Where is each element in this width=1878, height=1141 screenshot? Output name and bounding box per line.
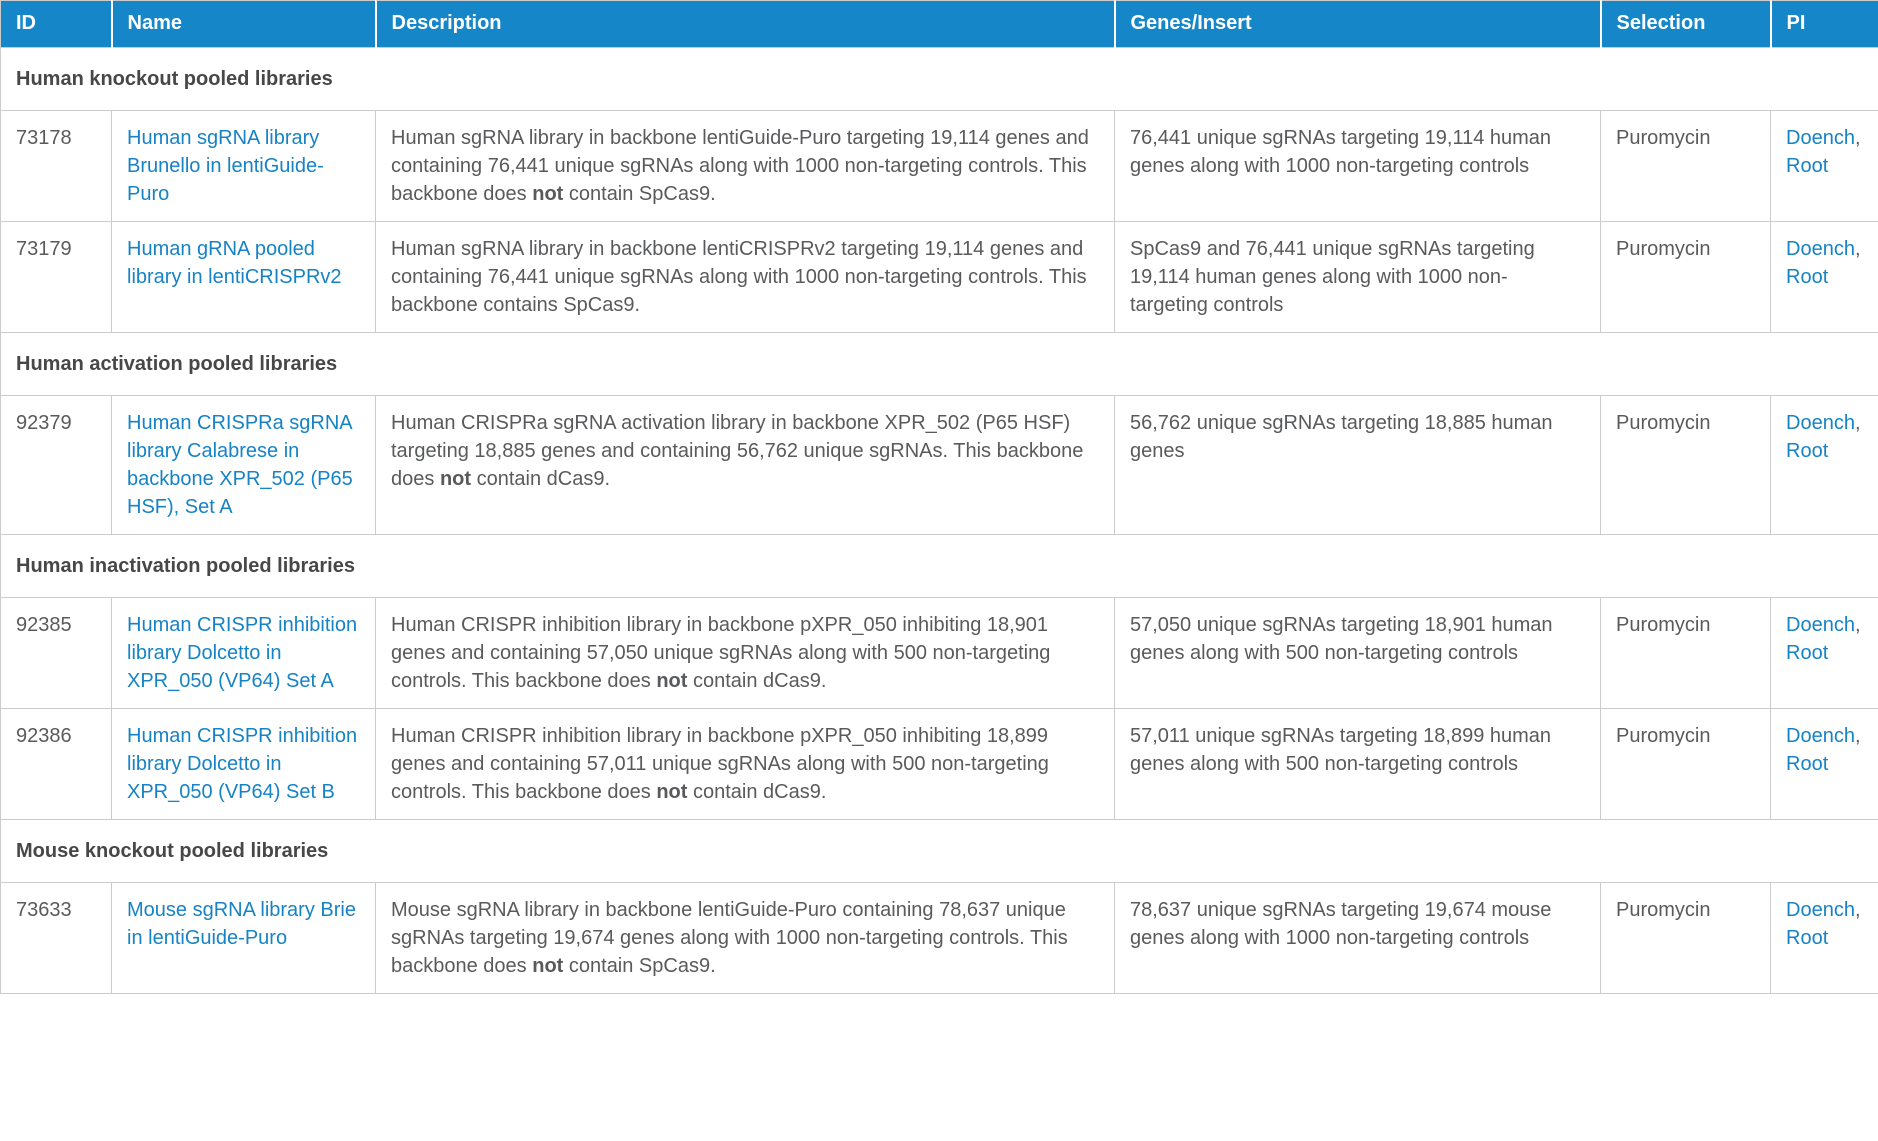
selection-cell: Puromycin bbox=[1600, 221, 1771, 333]
plasmid-name-link[interactable]: Human sgRNA library Brunello in lentiGui… bbox=[127, 127, 324, 205]
pi-cell: Doench, Root bbox=[1770, 395, 1878, 535]
description-cell: Human sgRNA library in backbone lentiCRI… bbox=[375, 221, 1115, 333]
description-text: contain dCas9. bbox=[687, 670, 827, 692]
description-text: contain dCas9. bbox=[687, 781, 827, 803]
plasmid-name-cell: Human CRISPR inhibition library Dolcetto… bbox=[111, 597, 376, 709]
section-title: Human inactivation pooled libraries bbox=[0, 534, 1878, 598]
table-row: 73178 Human sgRNA library Brunello in len… bbox=[0, 110, 1878, 222]
plasmid-id-cell: 73179 bbox=[0, 221, 112, 333]
plasmid-name-link[interactable]: Human gRNA pooled library in lentiCRISPR… bbox=[127, 238, 342, 288]
table-row: 92379 Human CRISPRa sgRNA library Calabre… bbox=[0, 395, 1878, 535]
description-cell: Human CRISPRa sgRNA activation library i… bbox=[375, 395, 1115, 535]
genes-insert-cell: 57,050 unique sgRNAs targeting 18,901 hu… bbox=[1114, 597, 1601, 709]
selection-cell: Puromycin bbox=[1600, 708, 1771, 820]
column-header-selection: Selection bbox=[1600, 0, 1772, 48]
plasmid-name-link[interactable]: Human CRISPR inhibition library Dolcetto… bbox=[127, 614, 358, 692]
plasmid-name-cell: Human CRISPR inhibition library Dolcetto… bbox=[111, 708, 376, 820]
section-row: Mouse knockout pooled libraries bbox=[0, 819, 1878, 883]
pi-cell: Doench, Root bbox=[1770, 221, 1878, 333]
column-header-name: Name bbox=[111, 0, 377, 48]
description-bold-text: not bbox=[656, 781, 688, 803]
plasmid-id-cell: 92386 bbox=[0, 708, 112, 820]
plasmid-name-link[interactable]: Human CRISPR inhibition library Dolcetto… bbox=[127, 725, 358, 803]
plasmid-id-cell: 73633 bbox=[0, 882, 112, 994]
section-row: Human knockout pooled libraries bbox=[0, 47, 1878, 111]
description-text: Human CRISPRa sgRNA activation library i… bbox=[391, 412, 1084, 490]
description-text: contain SpCas9. bbox=[563, 183, 716, 205]
pi-link[interactable]: Root bbox=[1786, 642, 1829, 664]
section-title: Mouse knockout pooled libraries bbox=[0, 819, 1878, 883]
plasmid-name-cell: Human CRISPRa sgRNA library Calabrese in… bbox=[111, 395, 376, 535]
pi-link[interactable]: Root bbox=[1786, 753, 1829, 775]
pi-link[interactable]: Root bbox=[1786, 155, 1829, 177]
pi-link[interactable]: Doench bbox=[1786, 614, 1855, 636]
plasmid-id-cell: 73178 bbox=[0, 110, 112, 222]
table-header: ID Name Description Genes/Insert Selecti… bbox=[0, 0, 1878, 48]
genes-insert-cell: 78,637 unique sgRNAs targeting 19,674 mo… bbox=[1114, 882, 1601, 994]
genes-insert-cell: 76,441 unique sgRNAs targeting 19,114 hu… bbox=[1114, 110, 1601, 222]
table-row: 92386 Human CRISPR inhibition library Dol… bbox=[0, 708, 1878, 820]
plasmid-name-link[interactable]: Mouse sgRNA library Brie in lentiGuide-P… bbox=[127, 899, 356, 949]
table-row: 73179 Human gRNA pooled library in lentiC… bbox=[0, 221, 1878, 333]
pi-link[interactable]: Doench bbox=[1786, 238, 1855, 260]
section-title: Human knockout pooled libraries bbox=[0, 47, 1878, 111]
genes-insert-cell: SpCas9 and 76,441 unique sgRNAs targetin… bbox=[1114, 221, 1601, 333]
description-cell: Human CRISPR inhibition library in backb… bbox=[375, 708, 1115, 820]
section-title: Human activation pooled libraries bbox=[0, 332, 1878, 396]
selection-cell: Puromycin bbox=[1600, 395, 1771, 535]
genes-insert-cell: 57,011 unique sgRNAs targeting 18,899 hu… bbox=[1114, 708, 1601, 820]
column-header-pi: PI bbox=[1770, 0, 1878, 48]
description-bold-text: not bbox=[439, 468, 472, 490]
plasmid-name-cell: Human gRNA pooled library in lentiCRISPR… bbox=[111, 221, 376, 333]
table-row: 92385 Human CRISPR inhibition library Dol… bbox=[0, 597, 1878, 709]
description-cell: Mouse sgRNA library in backbone lentiGui… bbox=[375, 882, 1115, 994]
pi-link[interactable]: Doench bbox=[1786, 725, 1855, 747]
pi-cell: Doench, Root bbox=[1770, 597, 1878, 709]
plasmid-id-cell: 92385 bbox=[0, 597, 112, 709]
selection-cell: Puromycin bbox=[1600, 597, 1771, 709]
selection-cell: Puromycin bbox=[1600, 110, 1771, 222]
description-bold-text: not bbox=[532, 955, 564, 977]
description-text: Human CRISPR inhibition library in backb… bbox=[391, 725, 1049, 803]
description-text: Human CRISPR inhibition library in backb… bbox=[391, 614, 1051, 692]
pi-link[interactable]: Doench bbox=[1786, 127, 1855, 149]
description-text: contain dCas9. bbox=[471, 468, 611, 490]
description-text: contain SpCas9. bbox=[563, 955, 716, 977]
pi-link[interactable]: Root bbox=[1786, 266, 1829, 288]
selection-cell: Puromycin bbox=[1600, 882, 1771, 994]
section-row: Human inactivation pooled libraries bbox=[0, 534, 1878, 598]
pi-link[interactable]: Root bbox=[1786, 440, 1829, 462]
description-text: Human sgRNA library in backbone lentiCRI… bbox=[391, 238, 1087, 316]
pi-cell: Doench, Root bbox=[1770, 110, 1878, 222]
genes-insert-cell: 56,762 unique sgRNAs targeting 18,885 hu… bbox=[1114, 395, 1601, 535]
pooled-libraries-table: ID Name Description Genes/Insert Selecti… bbox=[0, 0, 1878, 994]
pi-link[interactable]: Root bbox=[1786, 927, 1829, 949]
description-cell: Human CRISPR inhibition library in backb… bbox=[375, 597, 1115, 709]
section-row: Human activation pooled libraries bbox=[0, 332, 1878, 396]
description-text: Mouse sgRNA library in backbone lentiGui… bbox=[391, 899, 1068, 977]
column-header-id: ID bbox=[0, 0, 113, 48]
description-bold-text: not bbox=[656, 670, 688, 692]
header-row: ID Name Description Genes/Insert Selecti… bbox=[0, 0, 1878, 48]
libraries-table-page: ID Name Description Genes/Insert Selecti… bbox=[0, 0, 1878, 994]
description-bold-text: not bbox=[532, 183, 564, 205]
plasmid-name-cell: Human sgRNA library Brunello in lentiGui… bbox=[111, 110, 376, 222]
table-body: Human knockout pooled libraries 73178 Huma… bbox=[0, 47, 1878, 994]
description-text: Human sgRNA library in backbone lentiGui… bbox=[391, 127, 1089, 205]
table-row: 73633 Mouse sgRNA library Brie in lentiGu… bbox=[0, 882, 1878, 994]
pi-link[interactable]: Doench bbox=[1786, 899, 1855, 921]
pi-cell: Doench, Root bbox=[1770, 708, 1878, 820]
plasmid-id-cell: 92379 bbox=[0, 395, 112, 535]
pi-link[interactable]: Doench bbox=[1786, 412, 1855, 434]
description-cell: Human sgRNA library in backbone lentiGui… bbox=[375, 110, 1115, 222]
column-header-genes: Genes/Insert bbox=[1114, 0, 1602, 48]
plasmid-name-link[interactable]: Human CRISPRa sgRNA library Calabrese in… bbox=[127, 412, 353, 518]
pi-cell: Doench, Root bbox=[1770, 882, 1878, 994]
column-header-description: Description bbox=[375, 0, 1116, 48]
plasmid-name-cell: Mouse sgRNA library Brie in lentiGuide-P… bbox=[111, 882, 376, 994]
